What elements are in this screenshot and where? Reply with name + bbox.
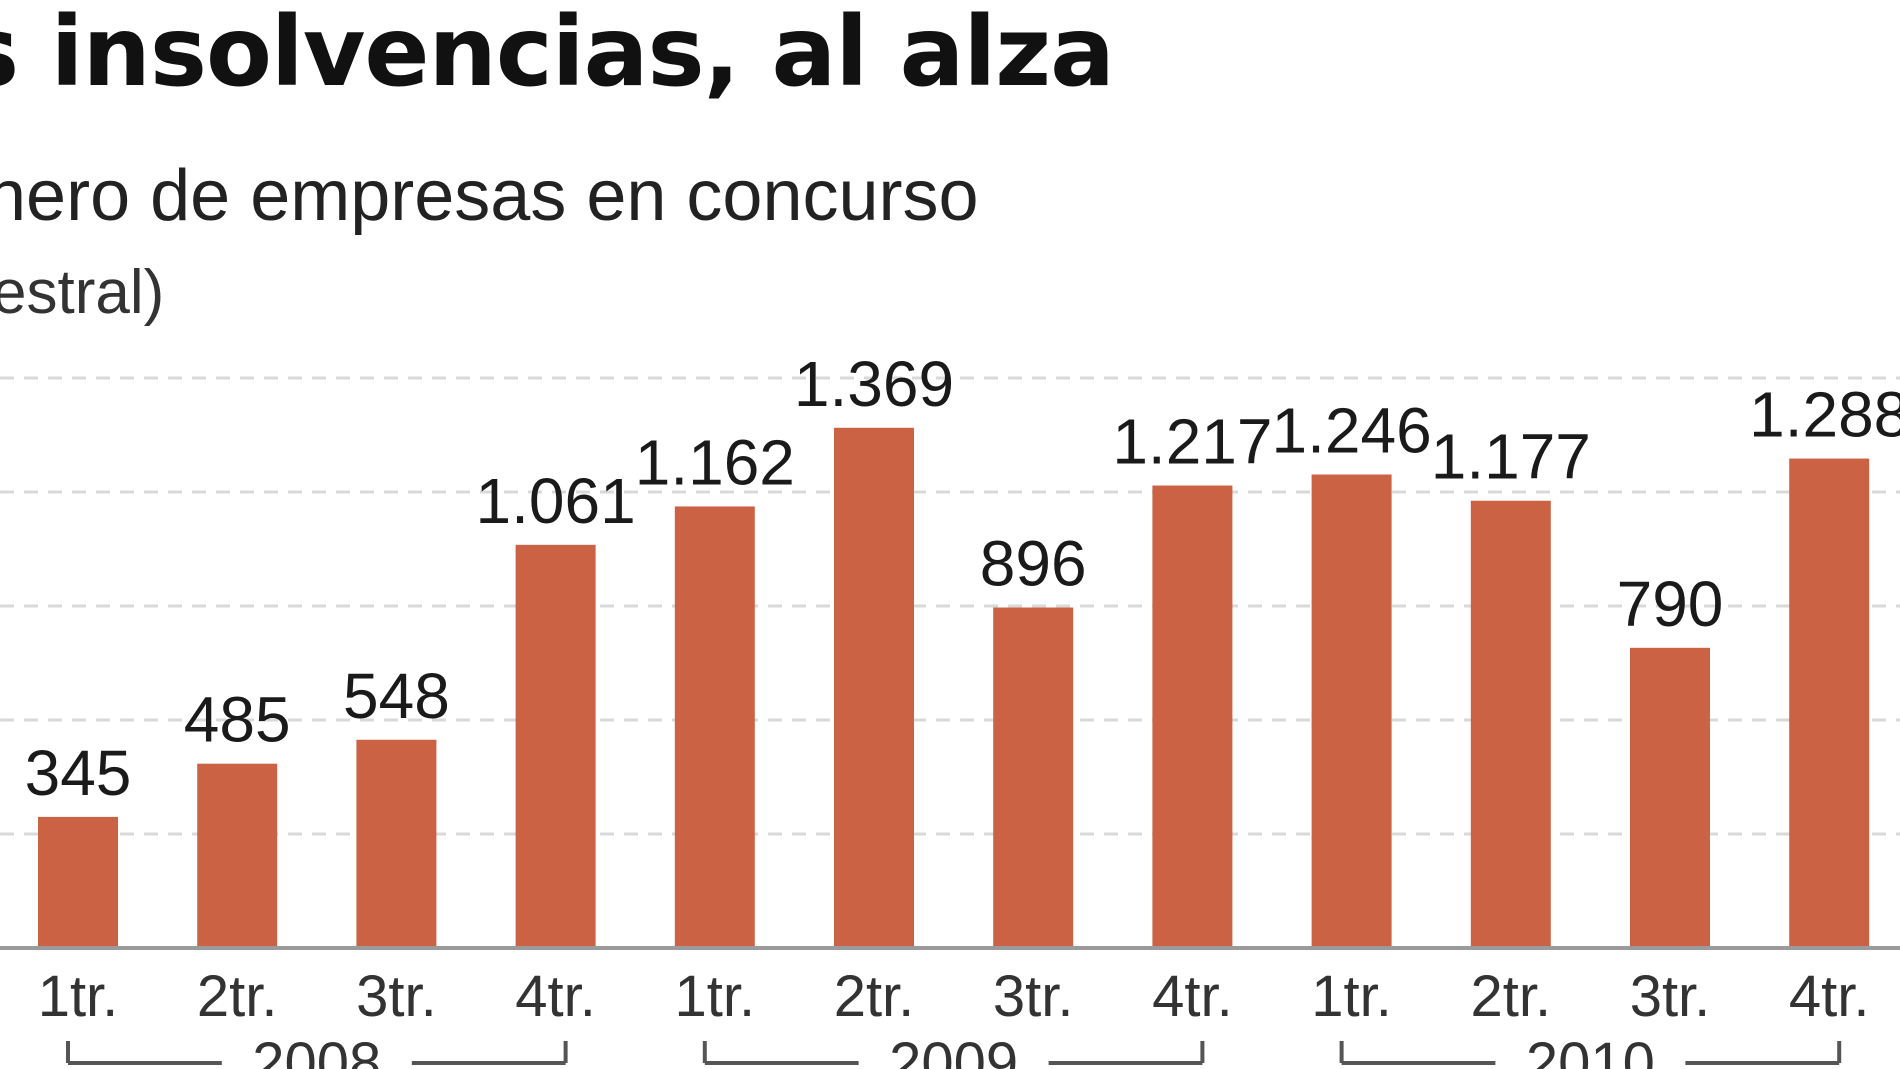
x-tick-label: 1tr. <box>1311 964 1392 1029</box>
x-tick-label: 3tr. <box>356 964 437 1029</box>
data-label: 1.369 <box>794 348 954 420</box>
bar <box>1311 474 1392 948</box>
x-tick-label: 4tr. <box>1789 964 1870 1029</box>
data-label: 1.177 <box>1431 421 1591 493</box>
x-tick-label: 1tr. <box>38 964 119 1029</box>
chart-subtitle: nero de empresas en concurso <box>0 156 979 236</box>
bar <box>1630 647 1710 948</box>
data-label: 1.162 <box>635 426 795 498</box>
x-tick-label: 4tr. <box>515 964 596 1029</box>
x-tick-label: 1tr. <box>674 964 755 1029</box>
data-label: 1.246 <box>1272 395 1432 467</box>
bar <box>834 427 914 948</box>
bar <box>515 544 596 948</box>
data-label: 485 <box>184 684 291 756</box>
chart-title: s insolvencias, al alza <box>0 0 1115 108</box>
x-tick-label: 3tr. <box>993 964 1074 1029</box>
x-tick-label: 2tr. <box>1470 964 1551 1029</box>
year-group-label: 2009 <box>889 1031 1018 1069</box>
bar <box>1789 458 1870 948</box>
chart-subtitle-period: estral) <box>0 258 165 327</box>
bar <box>993 607 1074 948</box>
x-tick-label: 4tr. <box>1152 964 1233 1029</box>
x-tick-label: 3tr. <box>1630 964 1711 1029</box>
year-group-label: 2010 <box>1526 1031 1655 1069</box>
data-label: 1.061 <box>476 465 636 537</box>
x-tick-label: 2tr. <box>197 964 278 1029</box>
data-label: 790 <box>1617 568 1724 640</box>
bar <box>1152 485 1233 948</box>
data-label: 345 <box>25 737 132 809</box>
data-label: 896 <box>980 528 1087 600</box>
x-tick-label: 2tr. <box>834 964 915 1029</box>
bar <box>197 763 278 948</box>
data-label: 1.288 <box>1749 379 1900 451</box>
bar <box>38 816 118 948</box>
data-label: 1.217 <box>1112 406 1272 478</box>
year-group-label: 2008 <box>252 1031 381 1069</box>
data-label: 548 <box>343 660 450 732</box>
bar <box>356 739 437 948</box>
bar <box>1470 500 1551 948</box>
bar <box>674 506 755 948</box>
